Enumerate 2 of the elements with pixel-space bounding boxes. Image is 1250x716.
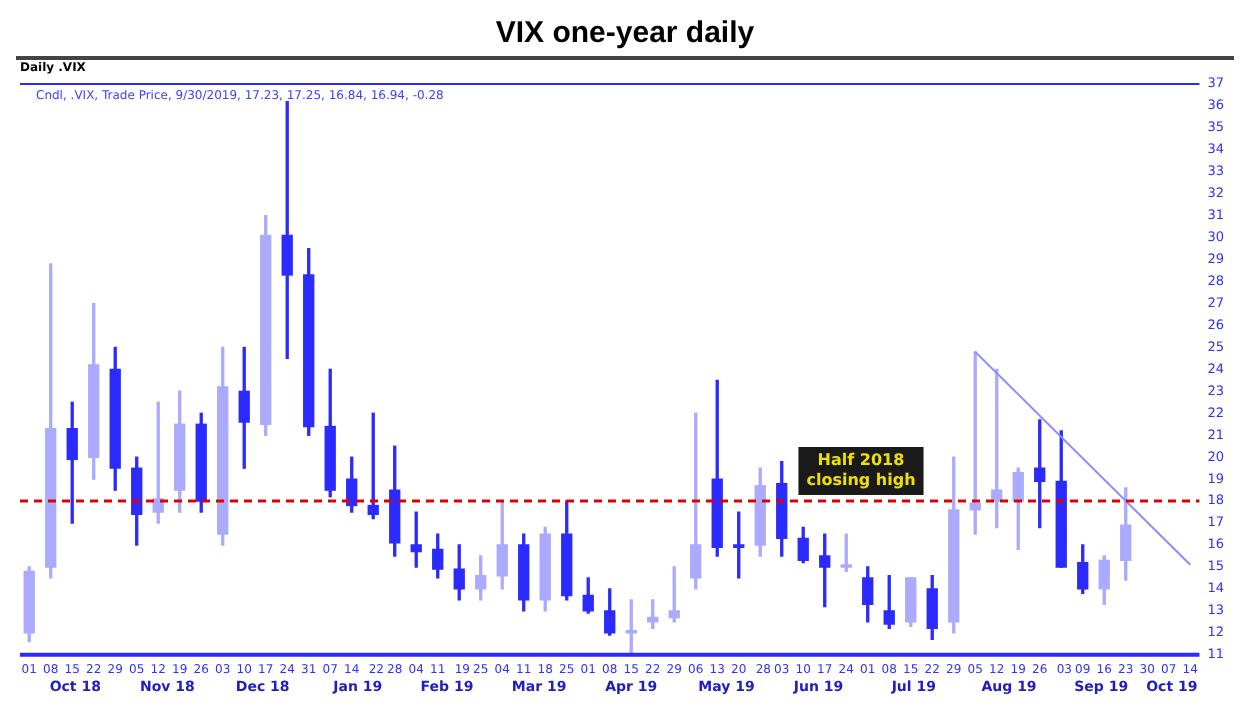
chart-title: VIX one-year daily [16,16,1234,60]
ref-line-label: Half 2018 closing high [806,451,917,490]
